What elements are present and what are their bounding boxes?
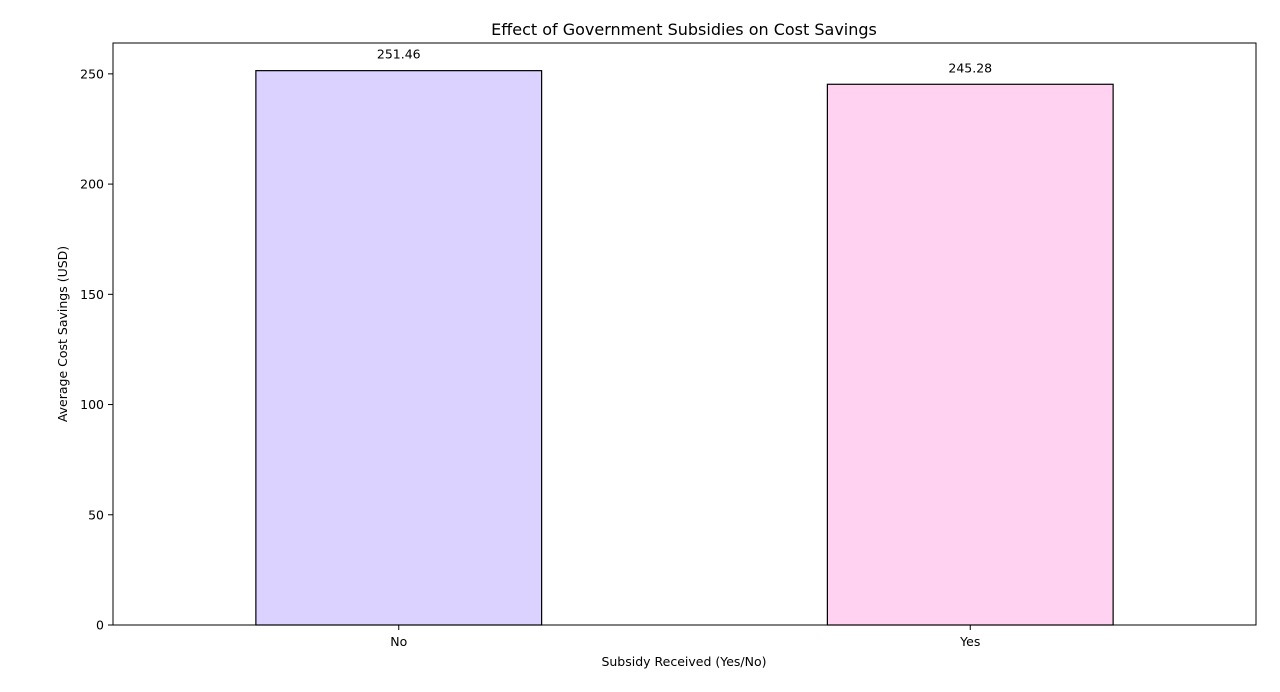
data-label-yes: 245.28: [948, 60, 992, 75]
y-axis-label: Average Cost Savings (USD): [55, 246, 70, 422]
x-axis-label: Subsidy Received (Yes/No): [601, 654, 766, 669]
x-axis: No Yes: [390, 625, 980, 649]
y-tick-label: 50: [88, 507, 104, 522]
x-tick-label-yes: Yes: [959, 634, 980, 649]
y-tick-label: 0: [96, 618, 104, 633]
y-tick-label: 100: [80, 397, 104, 412]
bar-yes: [826, 83, 1114, 626]
y-tick-label: 200: [80, 177, 104, 192]
plot-area-frame: [112, 42, 1257, 626]
y-tick-label: 150: [80, 287, 104, 302]
data-label-no: 251.46: [377, 47, 421, 62]
bars-group: 251.46 245.28: [255, 47, 1114, 626]
x-tick-label-no: No: [390, 634, 407, 649]
bar-no: [255, 70, 543, 626]
y-axis: 0 50 100 150 200 250: [80, 66, 113, 633]
chart-title: Effect of Government Subsidies on Cost S…: [491, 20, 877, 39]
y-tick-label: 250: [80, 66, 104, 81]
